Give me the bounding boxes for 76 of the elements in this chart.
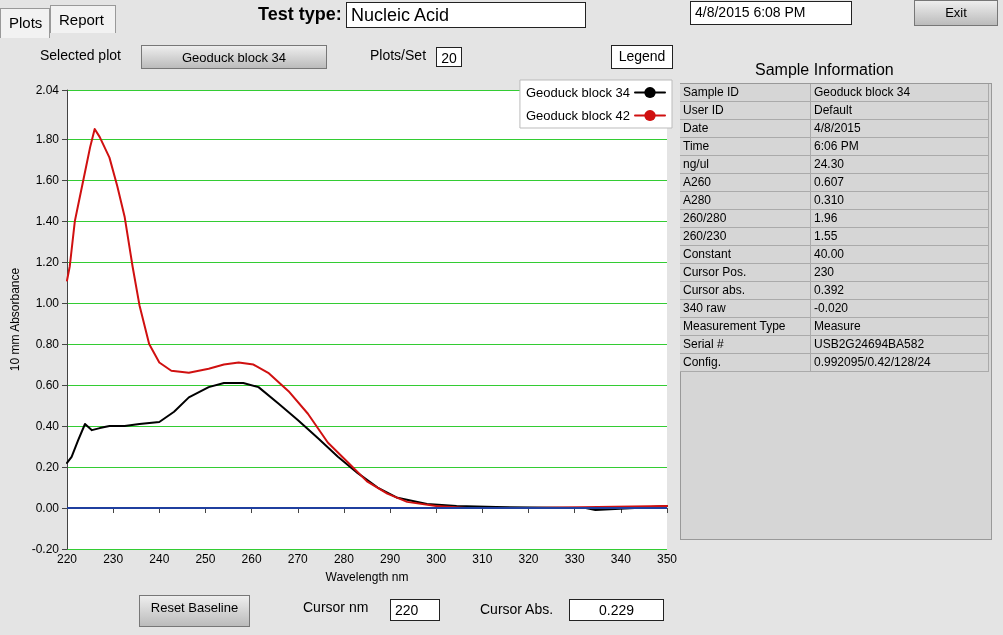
text: 260/230 — [680, 228, 811, 246]
text: -0.020 — [811, 300, 989, 318]
x-tick-label: 340 — [610, 552, 632, 566]
legend-label: Geoduck block 42 — [525, 108, 630, 123]
x-tick-label: 280 — [333, 552, 355, 566]
x-tick-label: 290 — [380, 552, 401, 566]
text: 4/8/2015 6:08 PM — [690, 1, 852, 25]
x-tick-label: 310 — [472, 552, 493, 566]
text: 0.607 — [811, 174, 989, 192]
text: Plots/Set — [370, 47, 427, 63]
text: Config. — [680, 354, 811, 372]
text: Nucleic Acid — [346, 2, 586, 28]
text: 260/280 — [680, 210, 811, 228]
x-tick-label: 260 — [241, 552, 262, 566]
text: Cursor Pos. — [680, 264, 811, 282]
text: Date — [680, 120, 811, 138]
text: Sample ID — [680, 84, 811, 102]
text: 220 — [390, 599, 440, 621]
x-tick-label: 330 — [564, 552, 586, 566]
text: 20 — [436, 47, 462, 67]
text: A260 — [680, 174, 811, 192]
text: 1.96 — [811, 210, 989, 228]
y-tick-label: 1.40 — [35, 214, 60, 229]
y-tick-label: 0.40 — [35, 419, 60, 434]
text: Legend — [611, 45, 673, 69]
y-tick-label: 1.20 — [35, 255, 60, 270]
text: Geoduck block 34 — [811, 84, 989, 102]
legend-label: Geoduck block 34 — [525, 85, 630, 100]
text: A280 — [680, 192, 811, 210]
x-tick-label: 240 — [149, 552, 170, 566]
text: Selected plot — [40, 47, 121, 63]
text: Serial # — [680, 336, 811, 354]
text: Cursor Abs. — [480, 601, 554, 617]
y-axis-title: 10 mm Absorbance — [7, 267, 22, 372]
y-tick-label: 1.80 — [35, 132, 60, 147]
x-tick-label: 320 — [518, 552, 539, 566]
text: USB2G24694BA582 — [811, 336, 989, 354]
text: ng/ul — [680, 156, 811, 174]
x-tick-label: 230 — [103, 552, 124, 566]
text: Measurement Type — [680, 318, 811, 336]
y-tick-label: 0.60 — [35, 378, 60, 393]
text: 0.310 — [811, 192, 989, 210]
text: 4/8/2015 — [811, 120, 989, 138]
text: 6:06 PM — [811, 138, 989, 156]
x-tick-label: 300 — [426, 552, 447, 566]
text: Exit — [914, 0, 998, 26]
y-tick-label: 0.20 — [35, 460, 60, 475]
text: 0.992095/0.42/128/24 — [811, 354, 989, 372]
text: Cursor abs. — [680, 282, 811, 300]
y-tick-label: 2.04 — [35, 83, 60, 97]
text: Geoduck block 34 — [141, 45, 327, 69]
y-tick-label: 1.00 — [35, 296, 60, 311]
x-axis-title: Wavelength nm — [325, 570, 409, 584]
text: Cursor nm — [303, 599, 369, 615]
text: Constant — [680, 246, 811, 264]
y-tick-label: 1.60 — [35, 173, 60, 188]
text: 0.392 — [811, 282, 989, 300]
text: 340 raw — [680, 300, 811, 318]
text: User ID — [680, 102, 811, 120]
x-tick-label: 270 — [287, 552, 309, 566]
text: Time — [680, 138, 811, 156]
text: 1.55 — [811, 228, 989, 246]
text: Measure — [811, 318, 989, 336]
text: Default — [811, 102, 989, 120]
y-tick-label: 0.80 — [35, 337, 60, 352]
text: 0.229 — [569, 599, 664, 621]
text: Test type: — [258, 4, 342, 24]
text: 230 — [811, 264, 989, 282]
y-tick-label: 0.00 — [35, 501, 60, 516]
x-tick-label: 350 — [656, 552, 678, 566]
text: 24.30 — [811, 156, 989, 174]
x-tick-label: 250 — [195, 552, 216, 566]
text: Sample Information — [755, 61, 894, 78]
text: Reset Baseline — [139, 595, 250, 627]
line-series — [66, 127, 668, 510]
text: 40.00 — [811, 246, 989, 264]
